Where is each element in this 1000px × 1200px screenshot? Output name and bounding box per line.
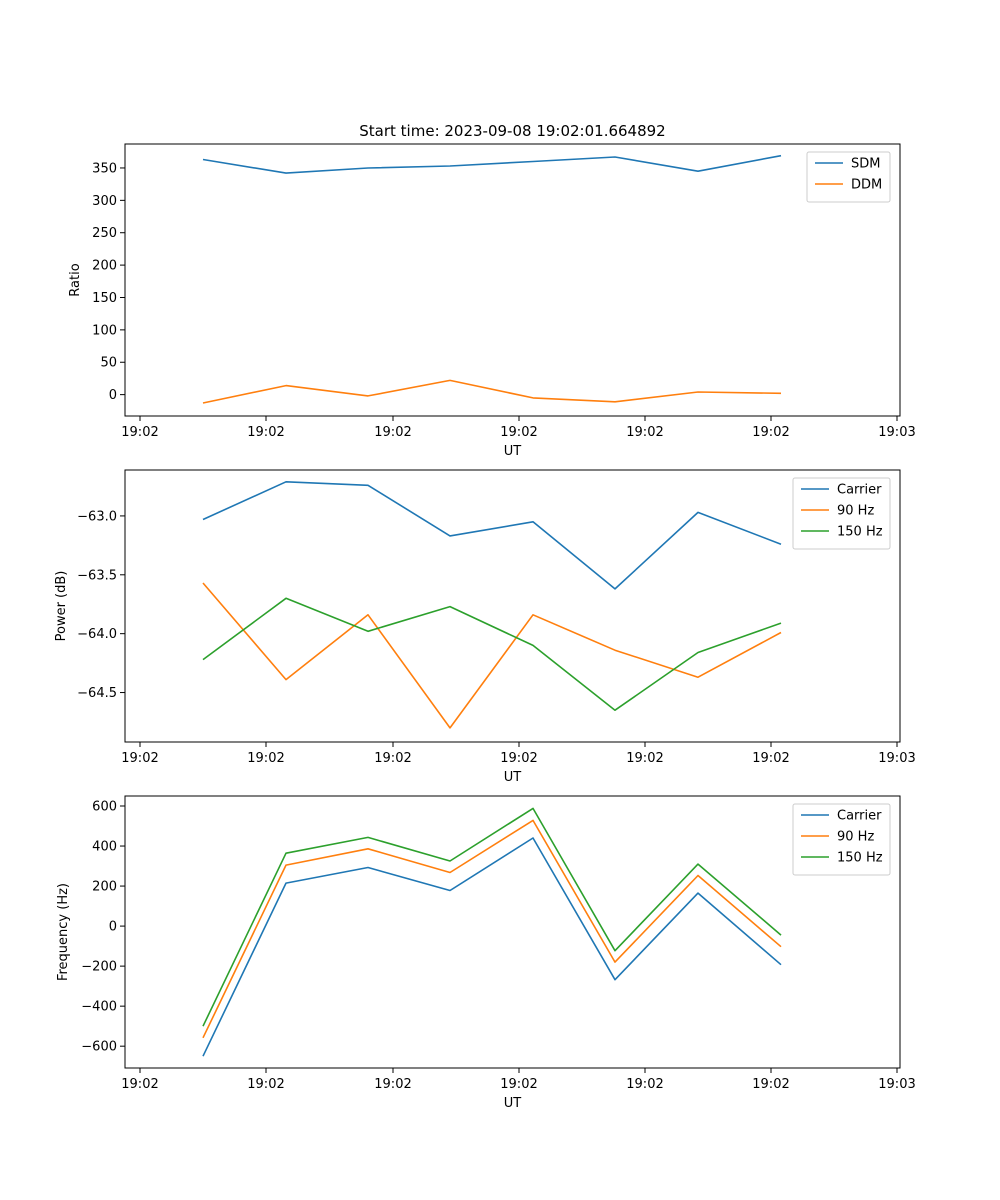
plot-area-1 bbox=[124, 143, 901, 417]
y-tick-label: 300 bbox=[92, 194, 117, 209]
y-tick-label: −63.0 bbox=[77, 509, 117, 524]
legend-label-90-hz: 90 Hz bbox=[837, 830, 874, 845]
legend bbox=[806, 151, 891, 203]
x-tick-label: 19:02 bbox=[752, 1077, 789, 1092]
legend-label-ddm: DDM bbox=[851, 178, 882, 193]
x-tick-label: 19:02 bbox=[121, 1077, 158, 1092]
y-tick-label: 200 bbox=[92, 880, 117, 895]
y-axis-label: Ratio bbox=[68, 263, 83, 296]
chart-title: Start time: 2023-09-08 19:02:01.664892 bbox=[359, 122, 665, 140]
y-tick-label: −64.0 bbox=[77, 627, 117, 642]
series-line-carrier bbox=[202, 837, 782, 1057]
x-tick-label: 19:02 bbox=[121, 751, 158, 766]
y-tick-label: −63.5 bbox=[77, 568, 117, 583]
plot-area-2 bbox=[124, 469, 901, 743]
series-line-ddm bbox=[202, 379, 782, 404]
x-tick-label: 19:02 bbox=[121, 425, 158, 440]
x-axis-label: UT bbox=[504, 444, 522, 459]
y-tick-label: −400 bbox=[81, 1000, 117, 1015]
legend-label-sdm: SDM bbox=[851, 157, 880, 172]
y-tick-label: 0 bbox=[109, 920, 117, 935]
x-axis-label: UT bbox=[504, 1096, 522, 1111]
x-tick-label: 19:02 bbox=[626, 1077, 663, 1092]
x-tick-label: 19:02 bbox=[374, 425, 411, 440]
y-axis-label: Power (dB) bbox=[54, 571, 69, 642]
x-axis-label: UT bbox=[504, 770, 522, 785]
x-tick-label: 19:02 bbox=[247, 425, 284, 440]
series-line-90-hz bbox=[202, 582, 782, 729]
series-line-sdm bbox=[202, 154, 782, 174]
y-tick-label: −64.5 bbox=[77, 686, 117, 701]
x-tick-label: 19:02 bbox=[374, 751, 411, 766]
series-line-150-hz bbox=[202, 597, 782, 712]
y-tick-label: 250 bbox=[92, 226, 117, 241]
x-tick-label: 19:02 bbox=[500, 1077, 537, 1092]
x-tick-label: 19:02 bbox=[247, 1077, 284, 1092]
x-tick-label: 19:02 bbox=[752, 425, 789, 440]
legend-label-carrier: Carrier bbox=[837, 483, 882, 498]
series-line-carrier bbox=[202, 480, 782, 590]
legend-label-carrier: Carrier bbox=[837, 809, 882, 824]
y-tick-label: 200 bbox=[92, 259, 117, 274]
y-tick-label: 150 bbox=[92, 291, 117, 306]
x-tick-label: 19:02 bbox=[500, 751, 537, 766]
y-tick-label: 0 bbox=[109, 388, 117, 403]
y-axis-label: Frequency (Hz) bbox=[56, 883, 71, 981]
x-tick-label: 19:02 bbox=[247, 751, 284, 766]
x-tick-label: 19:03 bbox=[878, 751, 915, 766]
x-tick-label: 19:02 bbox=[626, 751, 663, 766]
x-tick-label: 19:03 bbox=[878, 425, 915, 440]
y-tick-label: 350 bbox=[92, 161, 117, 176]
x-tick-label: 19:02 bbox=[626, 425, 663, 440]
y-tick-label: 600 bbox=[92, 800, 117, 815]
legend-label-90-hz: 90 Hz bbox=[837, 504, 874, 519]
legend-label-150-hz: 150 Hz bbox=[837, 851, 883, 866]
x-tick-label: 19:03 bbox=[878, 1077, 915, 1092]
x-tick-label: 19:02 bbox=[752, 751, 789, 766]
y-tick-label: 50 bbox=[100, 356, 117, 371]
y-tick-label: 100 bbox=[92, 323, 117, 338]
series-line-90-hz bbox=[202, 819, 782, 1039]
x-tick-label: 19:02 bbox=[500, 425, 537, 440]
x-tick-label: 19:02 bbox=[374, 1077, 411, 1092]
y-tick-label: −200 bbox=[81, 960, 117, 975]
y-tick-label: −600 bbox=[81, 1040, 117, 1055]
legend-label-150-hz: 150 Hz bbox=[837, 525, 883, 540]
plot-area-3 bbox=[124, 795, 901, 1069]
series-line-150-hz bbox=[202, 807, 782, 1027]
y-tick-label: 400 bbox=[92, 840, 117, 855]
